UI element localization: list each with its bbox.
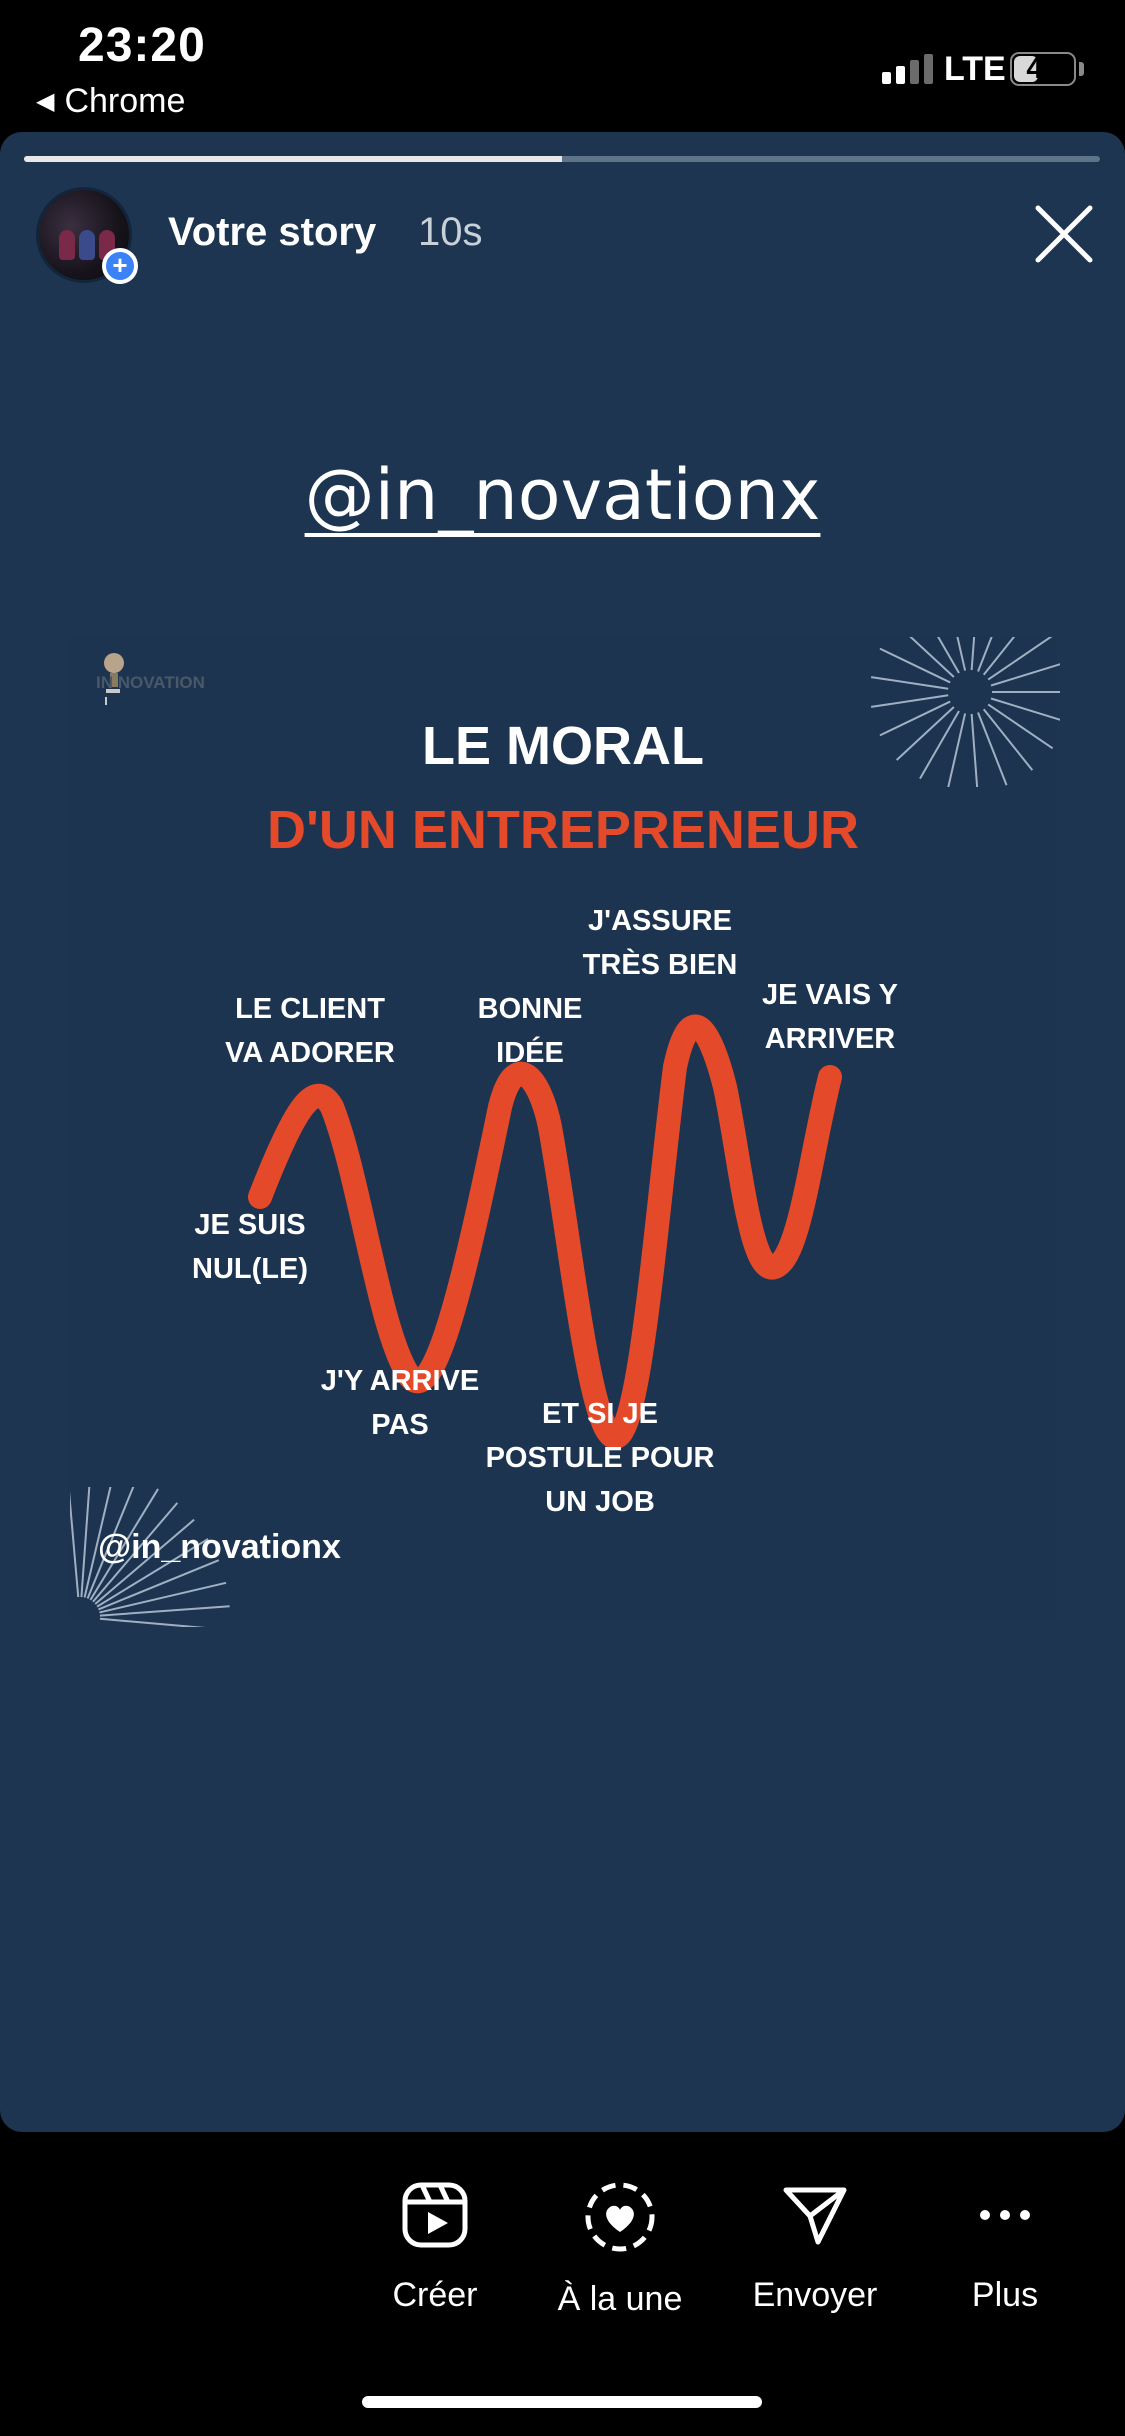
battery-tip: [1079, 62, 1084, 76]
more-button[interactable]: Plus: [960, 2180, 1050, 2315]
network-type: LTE: [944, 50, 1006, 88]
back-triangle-icon: ◀: [36, 88, 55, 115]
battery-fill: [1014, 56, 1038, 82]
mood-wave-line: [248, 1014, 842, 1449]
highlight-heart-icon: [585, 2182, 655, 2252]
back-to-app-button[interactable]: ◀ Chrome: [36, 82, 185, 121]
story-action-bar: Créer À la une Envoyer Plus: [0, 2132, 1125, 2436]
label-je-vais: JE VAIS Y ARRIVER: [762, 979, 898, 1055]
lightbulb-logo-icon: [104, 653, 124, 705]
send-paper-plane-icon: [783, 2187, 847, 2245]
label-et-si-je: ET SI JE POSTULE POUR UN JOB: [485, 1398, 715, 1518]
cellular-signal-icon: [882, 52, 933, 84]
label-bonne-idee: BONNE IDÉE: [477, 993, 583, 1069]
post-caption-handle[interactable]: @in_novationx: [98, 1528, 341, 1566]
story-timestamp: 10s: [418, 210, 483, 254]
add-story-plus-icon[interactable]: +: [102, 248, 138, 284]
send-button[interactable]: Envoyer: [753, 2180, 877, 2315]
status-bar: 23:20 ◀ Chrome LTE 42: [0, 0, 1125, 132]
story-username[interactable]: Votre story: [168, 210, 377, 254]
battery-percent: 42: [1026, 52, 1060, 85]
home-indicator[interactable]: [362, 2396, 762, 2408]
mention-sticker-text[interactable]: @in_novationx: [304, 454, 821, 536]
label-je-suis-nul: JE SUIS NUL(LE): [192, 1209, 308, 1285]
story-progress-bar: [24, 156, 1100, 162]
back-app-label: Chrome: [64, 82, 186, 120]
close-icon[interactable]: [1030, 200, 1098, 268]
label-jy-arrive-pas: J'Y ARRIVE PAS: [320, 1365, 480, 1441]
story-viewer[interactable]: + Votre story 10s @in_novationx IN NOVAT…: [0, 132, 1125, 2132]
more-label: Plus: [971, 2276, 1039, 2314]
post-title-line2: D'UN ENTREPRENEUR: [267, 800, 859, 860]
post-logo-text: IN NOVATION: [96, 673, 205, 692]
battery-icon: 42: [1010, 52, 1076, 86]
shared-post-image[interactable]: IN NOVATION LE MORAL D'UN ENTREPRENEUR J…: [70, 637, 1060, 1627]
label-le-client: LE CLIENT VA ADORER: [225, 993, 395, 1069]
mention-sticker[interactable]: @in_novationx: [0, 454, 1125, 536]
create-button[interactable]: Créer: [390, 2180, 480, 2315]
highlight-label: À la une: [557, 2280, 683, 2318]
starburst-decoration-icon: [70, 1487, 230, 1627]
send-label: Envoyer: [752, 2276, 878, 2314]
highlight-button[interactable]: À la une: [558, 2180, 682, 2319]
status-time: 23:20: [78, 19, 206, 72]
create-label: Créer: [392, 2276, 478, 2314]
reels-create-icon: [402, 2182, 468, 2248]
starburst-decoration-icon: [870, 637, 1060, 787]
post-title-line1: LE MORAL: [422, 716, 704, 776]
more-dots-icon: [980, 2210, 1030, 2220]
story-progress-fill: [24, 156, 562, 162]
label-jassure: J'ASSURE TRÈS BIEN: [582, 905, 738, 981]
